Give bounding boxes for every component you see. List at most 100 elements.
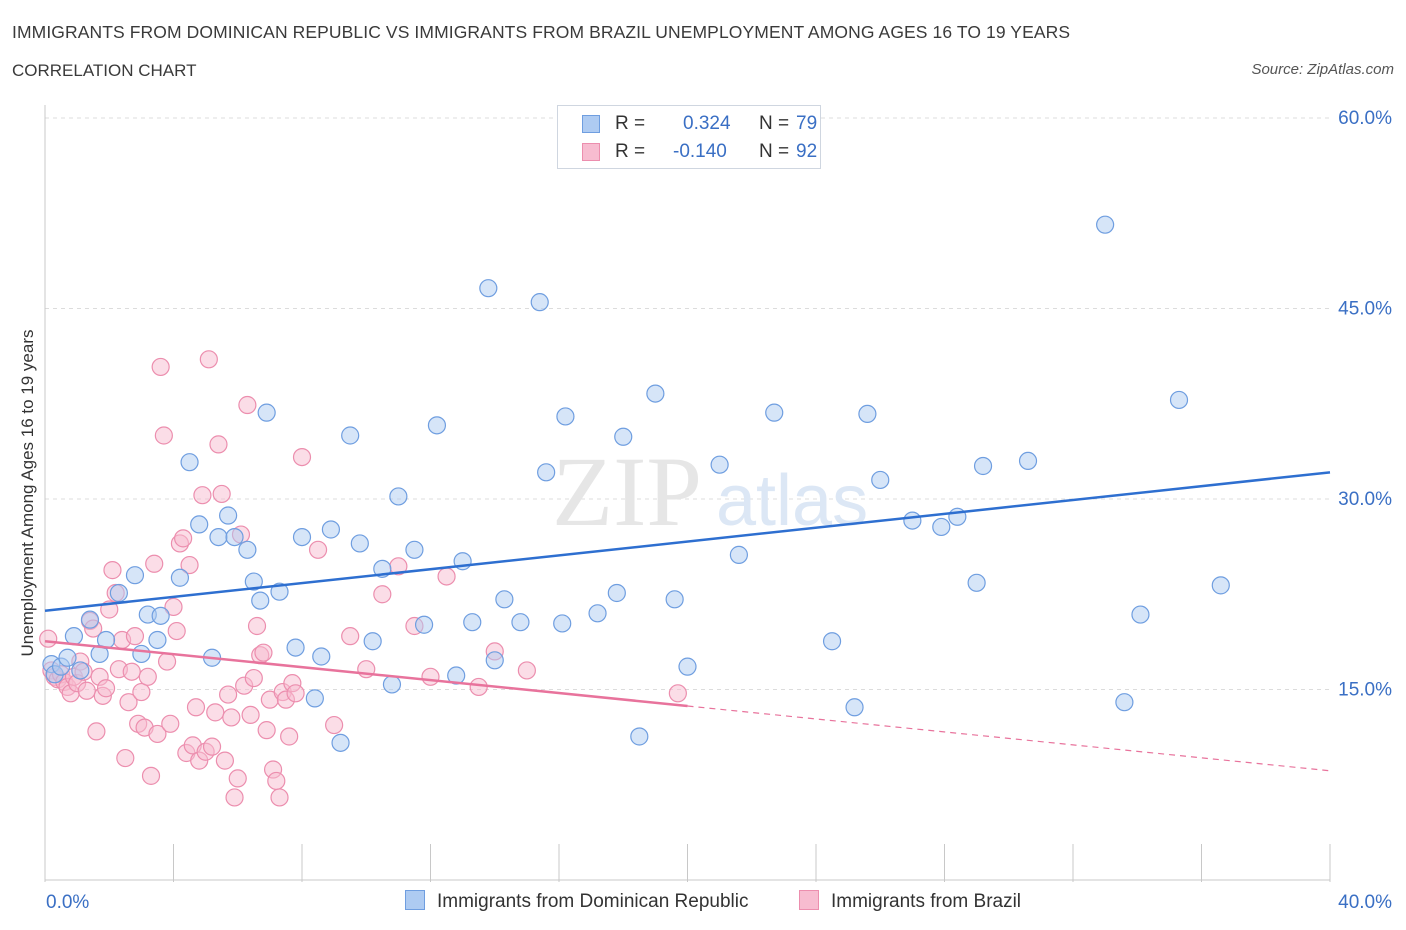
data-point-pink (167, 621, 186, 641)
tick-labels: 60.0% 45.0% 30.0% 15.0% 0.0% 40.0% (46, 108, 1392, 913)
legend-item-brazil: Immigrants from Brazil (799, 890, 1021, 913)
data-point-pink (421, 667, 440, 686)
data-point-pink (292, 447, 312, 467)
data-point-pink (238, 395, 257, 415)
data-point-pink (341, 627, 360, 646)
data-point-pink (270, 788, 289, 807)
data-point-pink (157, 652, 177, 671)
data-point-pink (280, 727, 299, 746)
data-point-blue (414, 615, 434, 634)
watermark: ZIP atlas (552, 436, 868, 547)
data-point-blue (537, 463, 556, 482)
data-point-pink (154, 426, 173, 445)
data-point-blue (389, 487, 408, 506)
data-point-blue (64, 627, 84, 646)
legend-r-label: R = (615, 141, 646, 162)
data-point-blue (485, 651, 504, 670)
data-point-pink (244, 668, 263, 688)
data-point-blue (973, 456, 993, 476)
legend-r-label: R = (615, 113, 646, 134)
data-point-pink (206, 703, 225, 722)
data-point-blue (678, 657, 697, 676)
data-point-blue (151, 606, 170, 625)
data-point-pink (437, 567, 456, 586)
data-point-blue (1211, 576, 1230, 595)
data-point-blue (822, 632, 842, 651)
data-point-pink (161, 714, 180, 733)
data-point-blue (219, 506, 238, 525)
legend-n-value-blue: 79 (796, 113, 818, 134)
axes (44, 105, 1331, 882)
data-point-blue (363, 632, 382, 651)
data-point-blue (341, 426, 360, 445)
gridlines (45, 117, 1330, 690)
data-point-blue (109, 583, 128, 603)
data-point-blue (148, 630, 167, 650)
data-point-pink (308, 540, 328, 559)
data-point-blue (1018, 451, 1038, 470)
data-point-blue (729, 545, 749, 564)
data-point-blue (495, 590, 514, 609)
data-point-blue (312, 647, 331, 666)
y-tick-label: 15.0% (1338, 680, 1392, 701)
data-point-pink (186, 698, 206, 717)
data-point-blue (588, 604, 607, 623)
data-point-blue (80, 610, 100, 629)
data-point-blue (871, 470, 890, 490)
data-point-blue (125, 566, 145, 585)
chart-title: IMMIGRANTS FROM DOMINICAN REPUBLIC VS IM… (12, 22, 1071, 42)
data-point-blue (463, 613, 482, 632)
data-point-blue (170, 568, 190, 587)
data-point-blue (665, 590, 684, 609)
data-point-blue (209, 527, 228, 547)
legend-r-value-blue: 0.324 (683, 113, 731, 134)
legend-swatch-pink (799, 890, 819, 910)
data-point-pink (254, 643, 273, 662)
correlation-legend: R = 0.324 N = 79 R = -0.140 N = 92 (557, 105, 821, 169)
data-point-pink (225, 788, 244, 807)
data-point-blue (71, 661, 90, 680)
data-point-pink (180, 555, 199, 575)
y-tick-label: 30.0% (1338, 489, 1392, 510)
data-point-blue (903, 511, 922, 530)
data-point-pink (257, 721, 276, 740)
data-point-pink (164, 597, 183, 617)
data-point-pink (469, 677, 488, 697)
legend-item-dominican: Immigrants from Dominican Republic (405, 890, 749, 913)
data-point-blue (427, 416, 447, 435)
y-tick-label: 45.0% (1338, 299, 1392, 320)
data-point-pink (286, 684, 305, 703)
legend-swatch-blue (582, 115, 600, 133)
data-point-blue (607, 583, 626, 603)
data-point-pink (87, 722, 106, 741)
data-point-pink (96, 679, 116, 698)
data-point-blue (765, 403, 784, 422)
data-point-pink (373, 585, 392, 604)
data-point-pink (241, 705, 260, 725)
data-point-blue (225, 527, 244, 547)
data-point-blue (321, 520, 341, 539)
legend-r-value-pink: -0.140 (673, 141, 727, 162)
data-point-blue (932, 517, 951, 537)
data-point-blue (286, 638, 305, 657)
data-point-blue (530, 293, 549, 312)
data-point-blue (331, 733, 350, 752)
y-tick-label: 60.0% (1338, 108, 1392, 129)
data-point-blue (845, 698, 864, 717)
x-tick-label: 0.0% (46, 892, 89, 913)
data-point-pink (199, 350, 218, 369)
data-point-pink (668, 684, 687, 703)
chart-subtitle: CORRELATION CHART (12, 61, 197, 80)
legend-label-dominican: Immigrants from Dominican Republic (437, 891, 749, 912)
x-tick-label: 40.0% (1338, 892, 1392, 913)
data-point-blue (1169, 390, 1189, 410)
data-point-blue (132, 644, 151, 664)
data-point-pink (174, 529, 193, 548)
data-point-pink (222, 708, 241, 727)
data-point-blue (858, 404, 877, 424)
data-point-pink (212, 484, 231, 504)
data-point-pink (132, 682, 151, 702)
legend-n-label: N = (759, 113, 790, 134)
data-point-blue (1096, 215, 1115, 234)
data-point-blue (1115, 693, 1134, 712)
